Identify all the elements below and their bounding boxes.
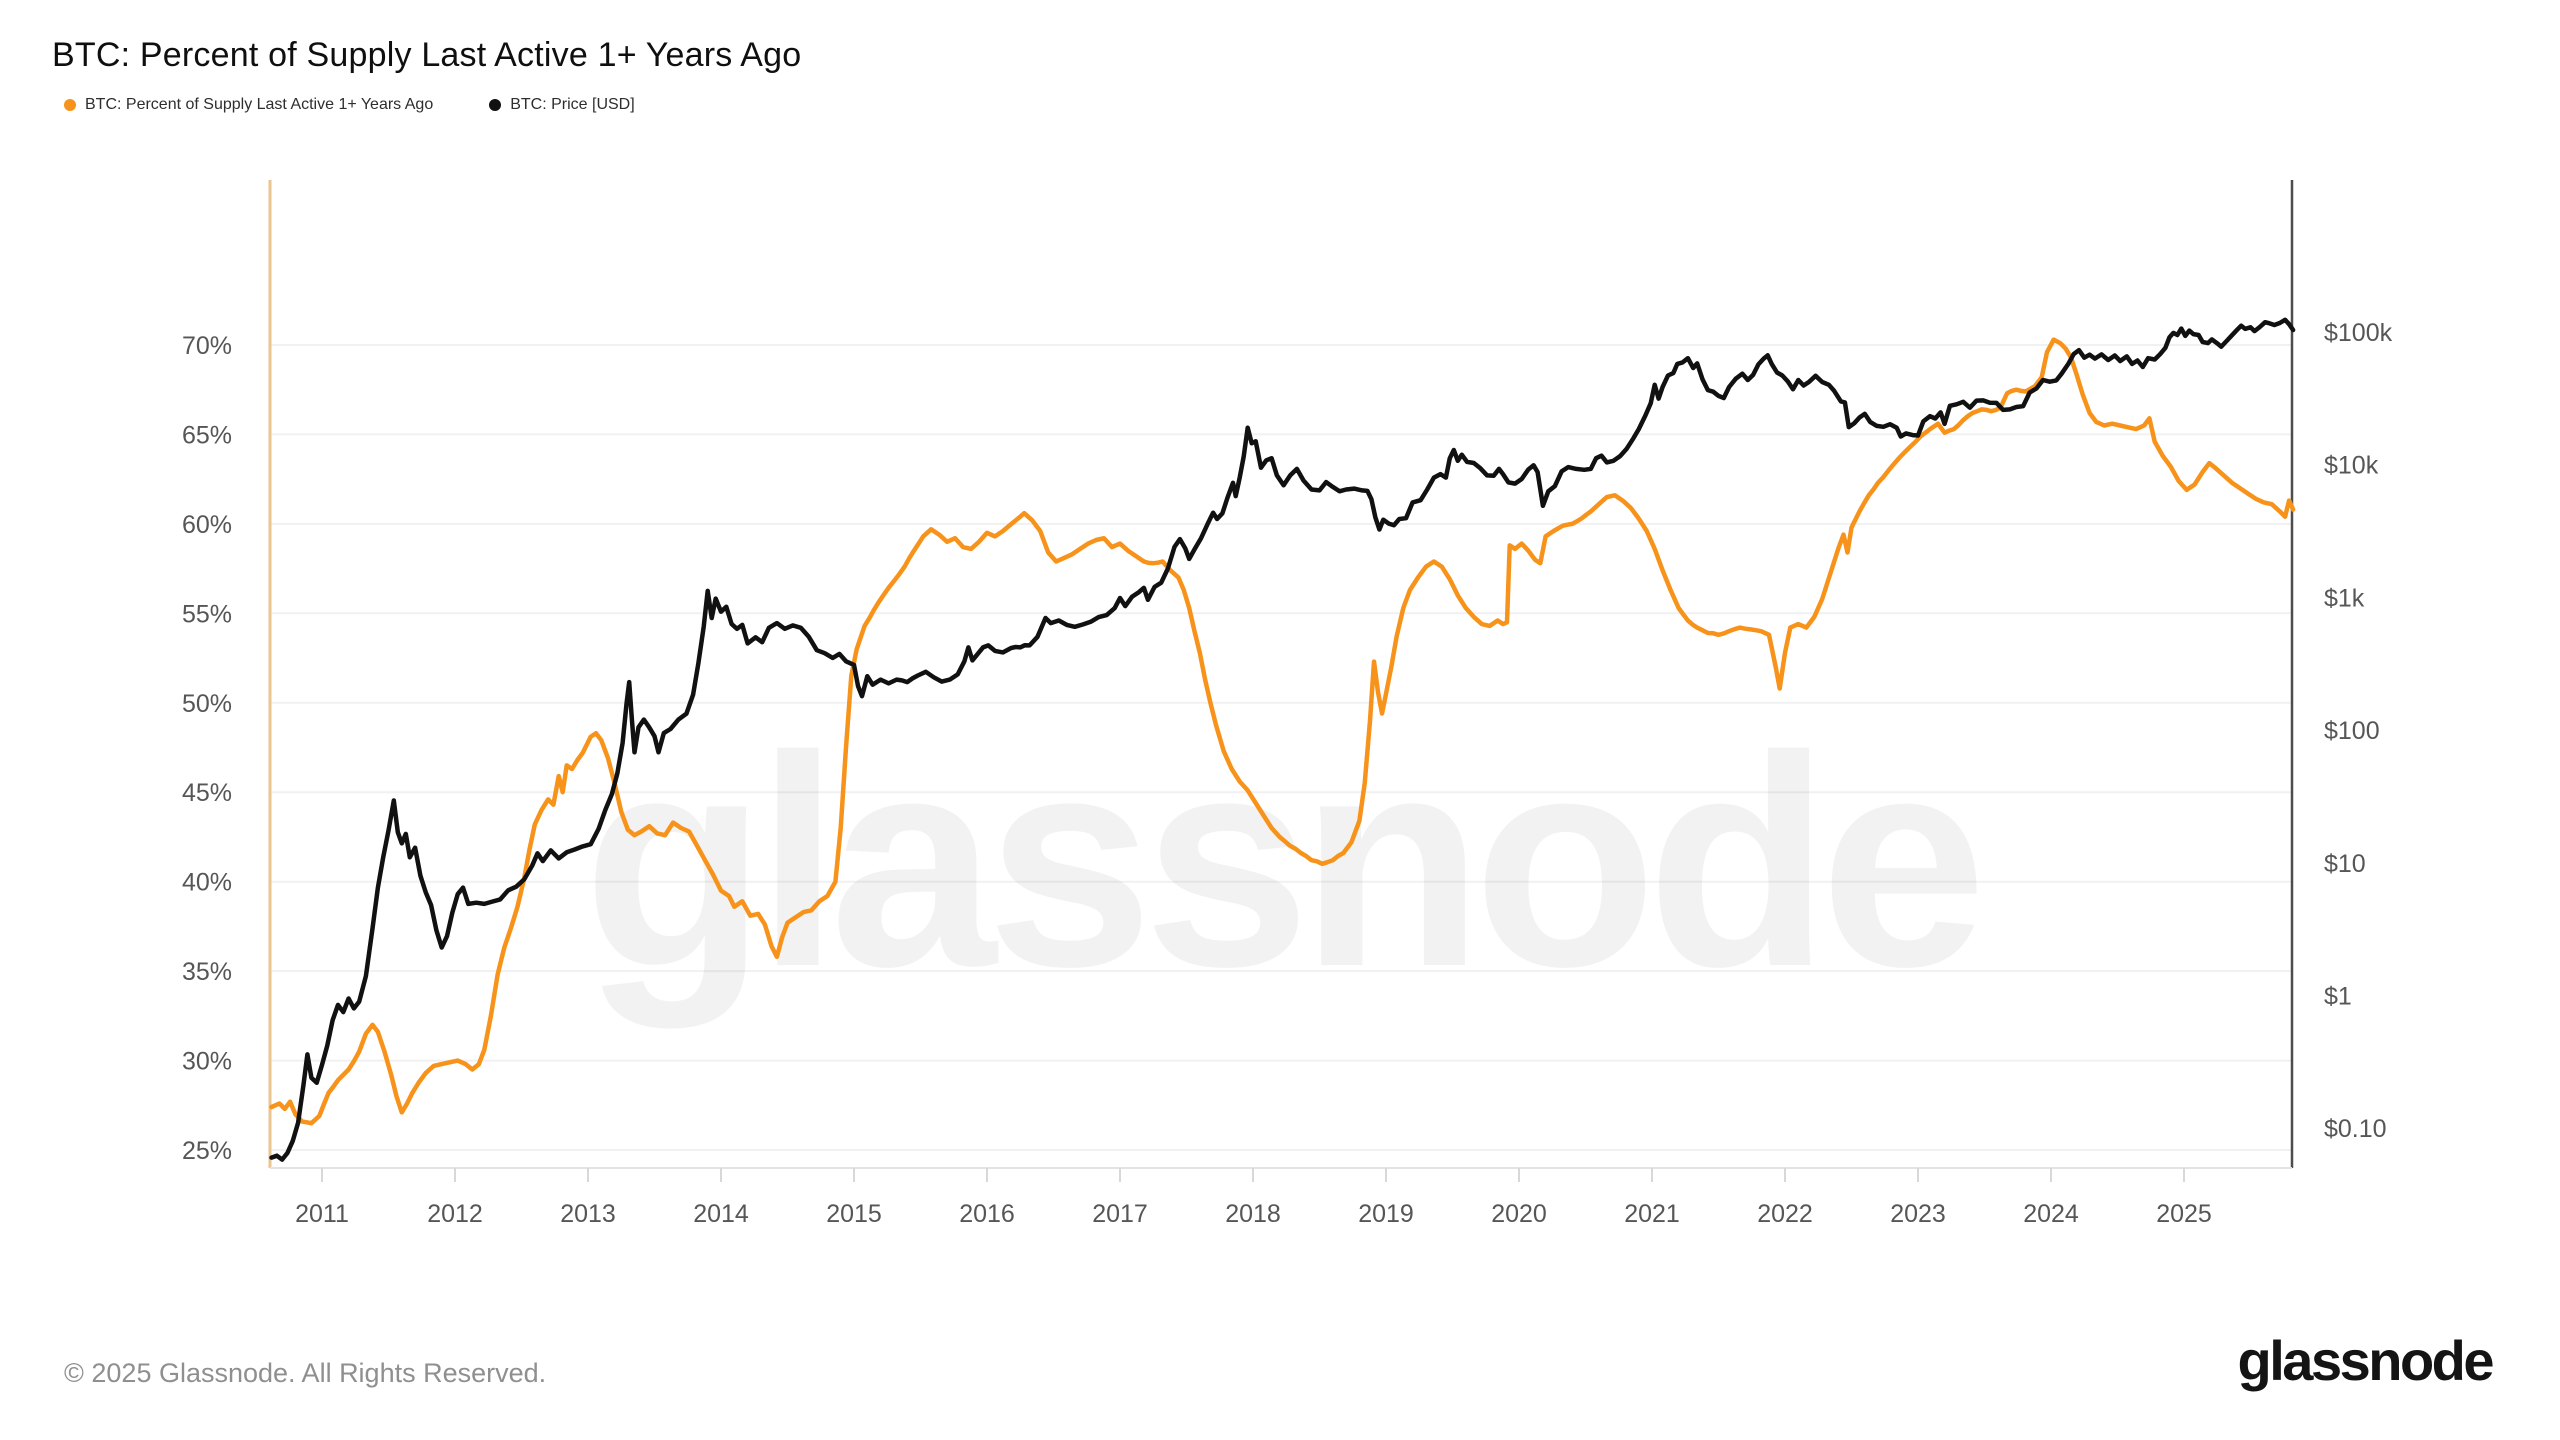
- supply-line: [269, 337, 2296, 1126]
- left-tick-label: 35%: [182, 958, 232, 986]
- left-tick-label: 55%: [182, 600, 232, 628]
- copyright-text: © 2025 Glassnode. All Rights Reserved.: [64, 1358, 547, 1388]
- series-lines: [269, 317, 2296, 1162]
- x-axis-ticks: [321, 1168, 2185, 1182]
- legend-item-supply[interactable]: BTC: Percent of Supply Last Active 1+ Ye…: [64, 96, 433, 114]
- x-tick-label: 2012: [427, 1200, 483, 1228]
- x-tick-label: 2014: [693, 1200, 749, 1228]
- x-tick-label: 2024: [2023, 1200, 2079, 1228]
- glassnode-logo: glassnode: [2237, 1329, 2495, 1392]
- x-tick-label: 2025: [2156, 1200, 2212, 1228]
- legend: BTC: Percent of Supply Last Active 1+ Ye…: [64, 96, 635, 114]
- x-tick-label: 2018: [1225, 1200, 1281, 1228]
- x-tick-label: 2011: [295, 1200, 349, 1228]
- left-tick-label: 70%: [182, 332, 232, 360]
- legend-item-supply-label: BTC: Percent of Supply Last Active 1+ Ye…: [85, 96, 434, 113]
- x-tick-label: 2013: [560, 1200, 616, 1228]
- x-axis-labels: 2011 2012 2013 2014 2015 2016 2017 2018 2019 2020…: [295, 1200, 2212, 1228]
- page-title: BTC: Percent of Supply Last Active 1+ Ye…: [52, 36, 802, 74]
- x-tick-label: 2017: [1092, 1200, 1148, 1228]
- right-tick-label: $1k: [2324, 584, 2365, 612]
- price-line: [269, 317, 2296, 1162]
- left-tick-label: 45%: [182, 779, 232, 807]
- supply-series-swatch-icon: [64, 99, 76, 111]
- gridlines: [270, 344, 2292, 1151]
- x-tick-label: 2015: [826, 1200, 882, 1228]
- right-tick-label: $0.10: [2324, 1115, 2387, 1143]
- right-tick-label: $100: [2324, 717, 2380, 745]
- x-tick-label: 2021: [1624, 1200, 1680, 1228]
- right-axis-labels: $100k $10k $1k $100 $10 $1 $0.10: [2324, 319, 2393, 1143]
- x-tick-label: 2016: [959, 1200, 1015, 1228]
- left-axis-labels: 25% 30% 35% 40% 45% 50% 55% 60% 65% 70%: [182, 332, 232, 1165]
- legend-item-price-label: BTC: Price [USD]: [510, 96, 635, 113]
- left-tick-label: 25%: [182, 1137, 232, 1165]
- right-tick-label: $10: [2324, 850, 2366, 878]
- right-tick-label: $10k: [2324, 452, 2379, 480]
- left-tick-label: 60%: [182, 511, 232, 539]
- left-tick-label: 65%: [182, 421, 232, 449]
- price-series-swatch-icon: [489, 99, 502, 111]
- glassnode-watermark: glassnode: [583, 693, 1979, 1031]
- x-tick-label: 2022: [1757, 1200, 1813, 1228]
- left-tick-label: 40%: [182, 869, 232, 897]
- right-tick-label: $1: [2324, 983, 2352, 1011]
- legend-item-price[interactable]: BTC: Price [USD]: [489, 96, 635, 114]
- left-tick-label: 50%: [182, 690, 232, 718]
- left-tick-label: 30%: [182, 1048, 232, 1076]
- x-tick-label: 2023: [1890, 1200, 1946, 1228]
- right-tick-label: $100k: [2324, 319, 2393, 347]
- x-tick-label: 2020: [1491, 1200, 1547, 1228]
- x-tick-label: 2019: [1358, 1200, 1414, 1228]
